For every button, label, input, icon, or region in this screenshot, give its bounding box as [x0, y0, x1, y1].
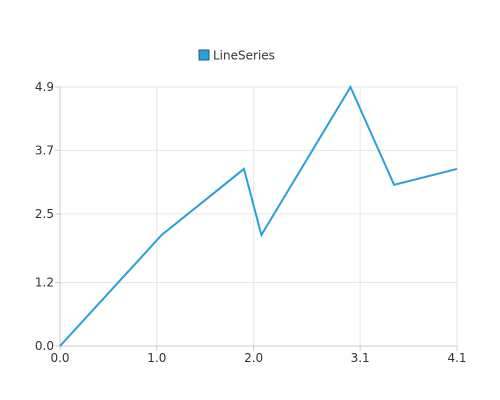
x-tick-label: 3.1 [351, 351, 370, 365]
y-tick-label: 4.9 [35, 80, 54, 94]
x-tick-label: 2.0 [244, 351, 263, 365]
tick-labels: 0.0 1.2 2.5 3.7 4.9 0.0 1.0 2.0 3.1 4.1 [35, 80, 467, 365]
x-tick-label: 0.0 [50, 351, 69, 365]
axes [55, 86, 458, 351]
grid [59, 86, 458, 347]
series-line [59, 84, 458, 347]
y-tick-label: 1.2 [35, 276, 54, 290]
legend-swatch [198, 49, 210, 61]
y-tick-label: 2.5 [35, 207, 54, 221]
y-tick-label: 3.7 [35, 143, 54, 157]
series-layer [59, 84, 458, 347]
legend-label: LineSeries [213, 49, 275, 63]
y-tick-label: 0.0 [35, 339, 54, 353]
legend: LineSeries [198, 49, 275, 63]
x-tick-label: 4.1 [447, 351, 466, 365]
x-tick-label: 1.0 [147, 351, 166, 365]
